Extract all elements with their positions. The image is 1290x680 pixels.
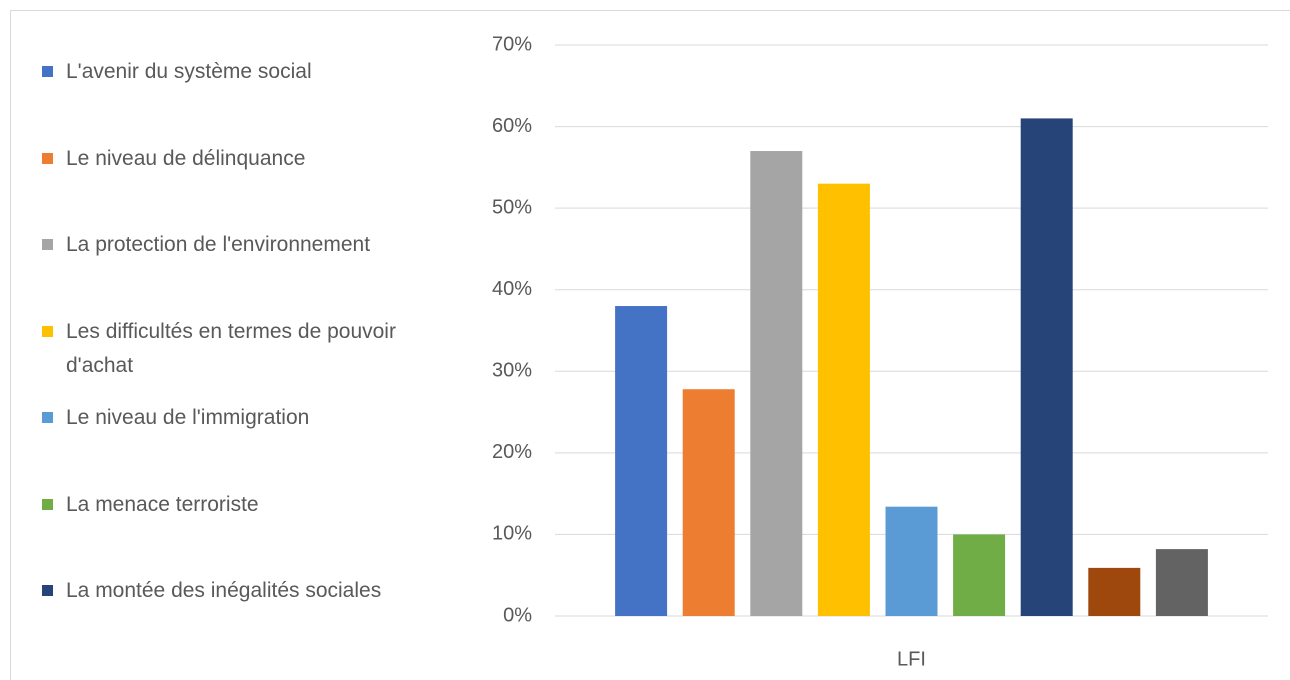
bar	[817, 183, 870, 616]
y-tick-label: 0%	[503, 604, 532, 626]
legend-swatch	[42, 412, 53, 423]
legend-label: Le niveau de l'immigration	[66, 406, 310, 429]
legend-swatch	[42, 152, 53, 164]
legend-swatch	[42, 66, 53, 77]
legend-item: Le niveau de l'immigration	[42, 401, 442, 435]
bar	[615, 306, 668, 616]
y-tick-label: 10%	[492, 523, 532, 545]
chart-border	[10, 10, 1290, 680]
x-tick-label: LFI	[897, 648, 926, 670]
legend-item: Les difficultés en termes de pouvoir d'a…	[42, 315, 442, 383]
bar	[953, 534, 1006, 616]
legend-label: La protection de l'environnement	[66, 233, 371, 256]
y-tick-label: 50%	[492, 196, 532, 218]
y-tick-label: 30%	[492, 360, 532, 382]
legend-label: L'avenir du système social	[66, 60, 312, 83]
legend-swatch	[42, 585, 53, 596]
bar	[682, 389, 735, 616]
legend-label: La menace terroriste	[66, 492, 259, 516]
bar	[885, 506, 938, 616]
y-tick-label: 60%	[492, 115, 532, 137]
legend-item: Le niveau de délinquance	[42, 142, 442, 176]
legend-item: La protection de l'environnement	[42, 228, 442, 262]
legend-swatch	[42, 498, 53, 510]
y-tick-label: 40%	[492, 278, 532, 300]
legend-label: Les difficultés en termes de pouvoir d'a…	[66, 319, 396, 377]
legend-swatch	[42, 325, 53, 337]
legend-label: Le niveau de délinquance	[66, 146, 306, 170]
bar	[1020, 118, 1073, 617]
legend-swatch	[42, 239, 53, 250]
legend-item: L'avenir du système social	[42, 55, 442, 89]
y-tick-label: 20%	[492, 441, 532, 463]
bar	[1155, 549, 1208, 616]
legend-item: La montée des inégalités sociales	[42, 574, 442, 608]
y-tick-label: 70%	[492, 33, 532, 55]
legend-item: La menace terroriste	[42, 488, 442, 522]
bar	[1088, 567, 1141, 616]
bar	[750, 151, 803, 617]
legend-label: La montée des inégalités sociales	[66, 579, 382, 602]
